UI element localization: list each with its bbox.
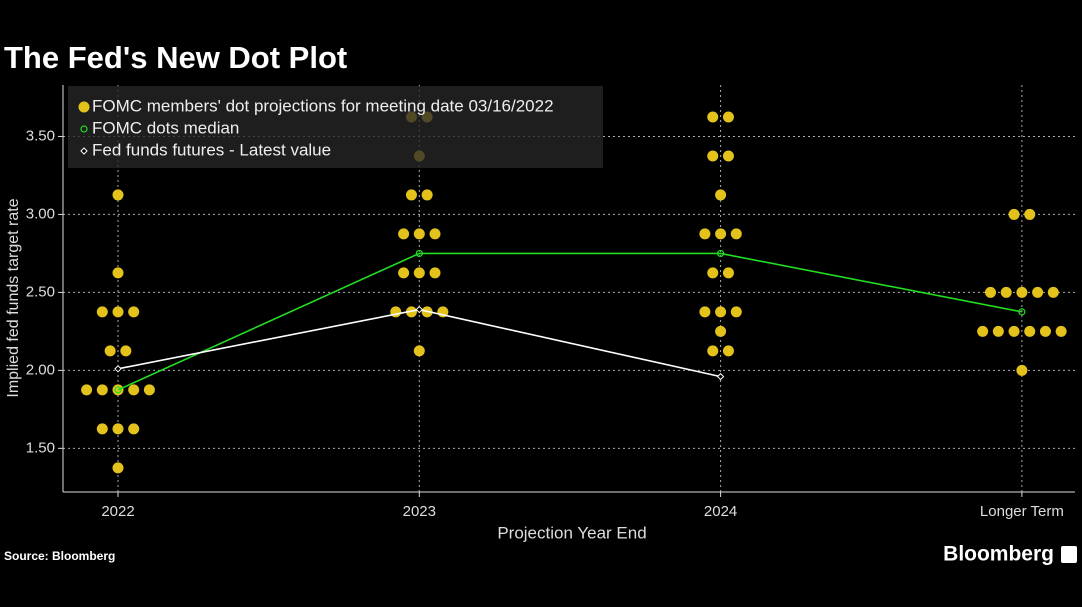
fomc-dot [1008,208,1020,220]
logo-icon [1061,546,1077,563]
median-marker [1018,308,1026,316]
fomc-dot [96,384,108,396]
fomc-dot [1016,364,1028,376]
fomc-dot [699,306,711,318]
median-marker [716,249,725,258]
fomc-dot [112,189,124,201]
fomc-dot [1055,325,1067,337]
fomc-dot [722,111,734,123]
fomc-dot [1000,286,1012,298]
fomc-dot [730,306,742,318]
logo: Bloomberg [943,543,1054,566]
legend-box [68,86,603,168]
fomc-dot [112,267,124,279]
fomc-dot [1047,286,1059,298]
fomc-dot [413,267,425,279]
fomc-dot [699,228,711,240]
fomc-dot [707,267,719,279]
legend-label: FOMC dots median [92,118,239,137]
fomc-dot [977,325,989,337]
fomc-dot [128,306,140,318]
fomc-dot [112,306,124,318]
fomc-dot [112,423,124,435]
fomc-dot [112,462,124,474]
legend-marker [80,147,88,155]
futures-marker [415,305,424,314]
fomc-dot [715,189,727,201]
fomc-dot [81,384,93,396]
fomc-dot [413,228,425,240]
y-tick-label: 3.00 [26,205,55,222]
y-tick-label: 2.00 [26,361,55,378]
fomc-dot [707,345,719,357]
fomc-dot [96,306,108,318]
fomc-dot [104,345,116,357]
x-tick-label: Longer Term [980,503,1064,520]
fomc-dot [143,384,155,396]
fomc-dot [120,345,132,357]
fomc-dot [128,423,140,435]
median-marker [415,249,423,258]
fomc-dot [715,306,727,318]
fomc-dot [1024,208,1036,220]
fomc-dot [429,228,441,240]
fomc-dot [992,325,1004,337]
fomc-dot [421,189,433,201]
legend-label: FOMC members' dot projections for meetin… [92,96,554,115]
fomc-dot [429,267,441,279]
fomc-dot [722,150,734,162]
x-tick-label: 2022 [101,503,134,520]
y-tick-label: 2.50 [26,283,55,300]
fomc-dot [985,286,996,298]
x-tick-label: 2023 [403,503,436,520]
x-axis-label: Projection Year End [497,523,646,542]
fomc-dot [715,325,727,337]
fomc-dot [730,228,742,240]
fomc-dot [398,267,410,279]
fomc-dot [128,384,140,396]
fomc-dot [1016,286,1028,298]
fomc-dot [722,345,734,357]
y-axis-label: Implied fed funds target rate [5,198,22,397]
fomc-dot [96,423,108,435]
fomc-dot [1008,325,1020,337]
futures-marker [716,372,725,381]
y-tick-label: 3.50 [26,127,55,144]
legend-marker [78,101,90,113]
futures-marker [114,365,122,373]
fomc-dot [722,267,734,279]
source: Source: Bloomberg [4,549,115,563]
fomc-dot [1032,286,1044,298]
chart-title: The Fed's New Dot Plot [4,40,347,75]
fomc-dot [398,228,410,240]
fomc-dot [715,228,727,240]
x-tick-label: 2024 [704,503,737,520]
fomc-dot [413,345,425,357]
median-line [117,252,1023,391]
fomc-dot [707,150,719,162]
fomc-dot [707,111,719,123]
fomc-dot [1024,325,1036,337]
median-marker [114,386,122,394]
legend-label: Fed funds futures - Latest value [92,140,331,159]
fomc-dot [1039,325,1051,337]
y-tick-label: 1.50 [26,439,55,456]
legend-marker [80,125,88,133]
fomc-dot [405,189,417,201]
